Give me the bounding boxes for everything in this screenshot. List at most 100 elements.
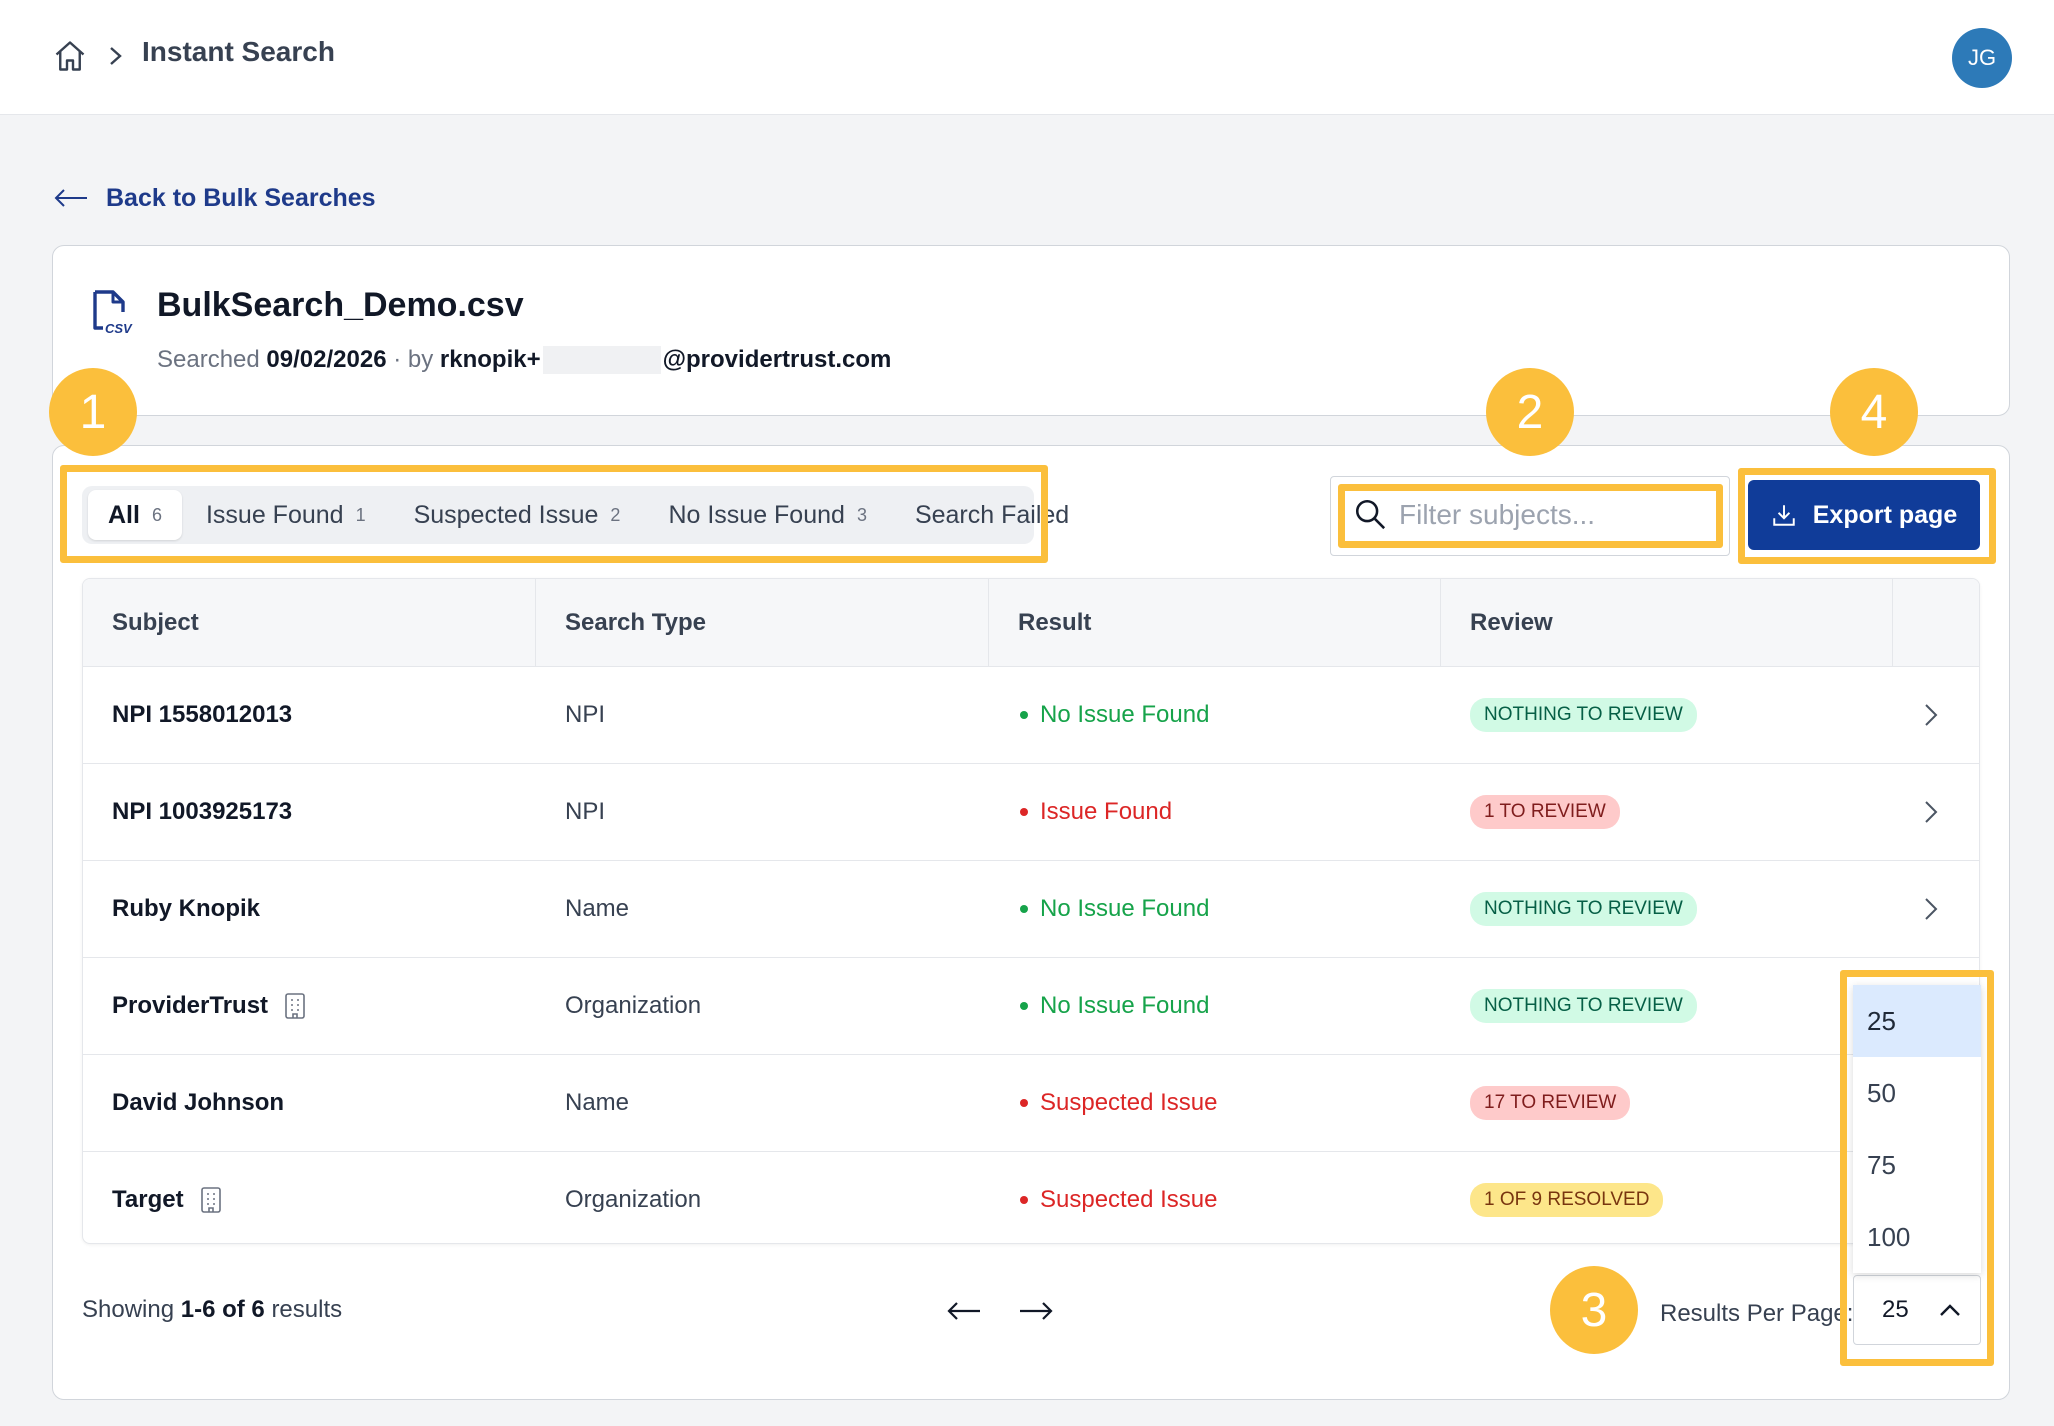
result-cell: No Issue Found (1020, 958, 1209, 1054)
rpp-option-50[interactable]: 50 (1867, 1077, 1896, 1108)
filter-subjects-input[interactable] (1399, 495, 1699, 535)
search-type-cell: Organization (565, 1186, 702, 1213)
callout-badge-2: 2 (1486, 368, 1574, 456)
review-cell: NOTHING TO REVIEW (1470, 667, 1697, 763)
search-type-cell: Organization (565, 992, 702, 1019)
rpp-option-100[interactable]: 100 (1867, 1221, 1911, 1252)
chevron-right-icon (110, 47, 122, 65)
export-page-button[interactable]: Export page (1748, 480, 1980, 550)
file-meta: Searched 09/02/2026 · by rknopik+ @provid… (157, 346, 891, 374)
result-cell: No Issue Found (1020, 667, 1209, 763)
searched-label: Searched (157, 346, 260, 373)
review-cell: 1 TO REVIEW (1470, 764, 1620, 860)
redacted-block (542, 346, 661, 374)
user-prefix: rknopik+ (439, 346, 541, 373)
rpp-option-75[interactable]: 75 (1867, 1149, 1896, 1180)
tab-no-issue-found[interactable]: No Issue Found 3 (668, 500, 867, 529)
callout-badge-3: 3 (1550, 1266, 1638, 1354)
rpp-option-25[interactable]: 25 (1853, 985, 1981, 1057)
back-to-bulk-searches-link[interactable]: Back to Bulk Searches (54, 180, 376, 216)
searched-date: 09/02/2026 (266, 346, 387, 373)
review-cell: NOTHING TO REVIEW (1470, 958, 1697, 1054)
callout-badge-4: 4 (1830, 368, 1918, 456)
breadcrumb-title: Instant Search (142, 36, 335, 67)
subject-cell: Target (112, 1152, 222, 1243)
review-badge: 17 TO REVIEW (1470, 1086, 1631, 1120)
file-name: BulkSearch_Demo.csv (157, 286, 524, 324)
status-dot-red (1020, 1099, 1028, 1107)
subject-cell: NPI 1003925173 (112, 798, 293, 825)
download-icon (1773, 505, 1795, 526)
next-page-arrow-icon[interactable] (1016, 1296, 1056, 1326)
table-row[interactable]: NPI 1558012013 NPI No Issue Found NOTHIN… (83, 667, 1979, 764)
top-bar: Instant Search JG (0, 0, 2054, 115)
back-link-label: Back to Bulk Searches (106, 183, 376, 212)
review-cell: 1 OF 9 RESOLVED (1470, 1152, 1664, 1243)
table-row[interactable]: David Johnson Name Suspected Issue 17 TO… (83, 1055, 1979, 1152)
review-cell: NOTHING TO REVIEW (1470, 861, 1697, 957)
user-domain: @providertrust.com (662, 346, 892, 373)
by-label: · by (393, 346, 434, 373)
building-icon (285, 993, 305, 1019)
review-cell: 17 TO REVIEW (1470, 1055, 1631, 1151)
subject-cell: NPI 1558012013 (112, 701, 293, 728)
result-cell: Suspected Issue (1020, 1152, 1217, 1243)
home-icon[interactable] (52, 38, 88, 74)
building-icon (200, 1187, 221, 1213)
csv-file-icon: CSV (93, 290, 133, 336)
export-page-label: Export page (1812, 500, 1958, 529)
search-type-cell: NPI (565, 798, 606, 825)
result-filter-tabs: All 6 Issue Found 1 Suspected Issue 2 No Is… (82, 486, 1069, 544)
status-dot-green (1020, 1002, 1028, 1010)
table-header: Subject Search Type Result Review (83, 579, 1979, 667)
tab-search-failed[interactable]: Search Failed (914, 500, 1070, 529)
status-dot-green (1020, 905, 1028, 913)
table-row[interactable]: Target Organization Suspected Issue 1 OF… (83, 1152, 1979, 1243)
result-cell: Suspected Issue (1020, 1055, 1217, 1151)
column-header-subject[interactable]: Subject (83, 579, 536, 667)
result-cell: No Issue Found (1020, 861, 1209, 957)
results-per-page-select[interactable]: 25 (1853, 1275, 1981, 1345)
tab-all[interactable]: All 6 (88, 490, 182, 540)
chevron-up-icon (1940, 1304, 1960, 1316)
tab-issue-found[interactable]: Issue Found 1 (205, 500, 366, 529)
review-badge: NOTHING TO REVIEW (1470, 698, 1697, 732)
column-header-review[interactable]: Review (1441, 579, 1893, 667)
table-row[interactable]: ProviderTrust Organization No Issue Foun… (83, 958, 1979, 1055)
review-badge: NOTHING TO REVIEW (1470, 892, 1697, 926)
status-dot-red (1020, 808, 1028, 816)
arrow-left-icon (54, 189, 87, 207)
search-icon (1355, 499, 1386, 530)
callout-badge-1: 1 (49, 368, 137, 456)
results-per-page-dropdown: 25 50 75 100 (1853, 985, 1981, 1273)
result-cell: Issue Found (1020, 764, 1172, 860)
status-dot-green (1020, 711, 1028, 719)
subject-cell: Ruby Knopik (112, 895, 260, 922)
table-row[interactable]: Ruby Knopik Name No Issue Found NOTHING … (83, 861, 1979, 958)
subject-cell: ProviderTrust (112, 958, 306, 1054)
chevron-right-icon[interactable] (1923, 667, 1951, 763)
search-type-cell: NPI (565, 701, 606, 728)
filter-subjects-field (1330, 476, 1730, 556)
review-badge: 1 OF 9 RESOLVED (1470, 1183, 1664, 1217)
review-badge: 1 TO REVIEW (1470, 795, 1620, 829)
avatar[interactable]: JG (1952, 28, 2012, 88)
chevron-right-icon[interactable] (1923, 861, 1951, 957)
results-per-page-value: 25 (1882, 1296, 1909, 1323)
review-badge: NOTHING TO REVIEW (1470, 989, 1697, 1023)
file-info-card: CSV BulkSearch_Demo.csv Searched 09/02/2… (52, 245, 2010, 416)
chevron-right-icon[interactable] (1923, 764, 1951, 860)
previous-page-arrow-icon[interactable] (944, 1296, 984, 1326)
search-type-cell: Name (565, 895, 630, 922)
csv-icon-label: CSV (105, 321, 133, 336)
results-table: Subject Search Type Result Review NPI 15… (82, 578, 1980, 1244)
table-row[interactable]: NPI 1003925173 NPI Issue Found 1 TO REVI… (83, 764, 1979, 861)
column-header-result[interactable]: Result (989, 579, 1441, 667)
results-per-page-label: Results Per Page: (1660, 1300, 1854, 1327)
tab-suspected-issue[interactable]: Suspected Issue 2 (413, 500, 621, 529)
subject-cell: David Johnson (112, 1089, 285, 1116)
status-dot-red (1020, 1196, 1028, 1204)
search-type-cell: Name (565, 1089, 630, 1116)
column-header-search-type[interactable]: Search Type (536, 579, 989, 667)
showing-results-text: Showing 1-6 of 6 results (82, 1296, 343, 1323)
